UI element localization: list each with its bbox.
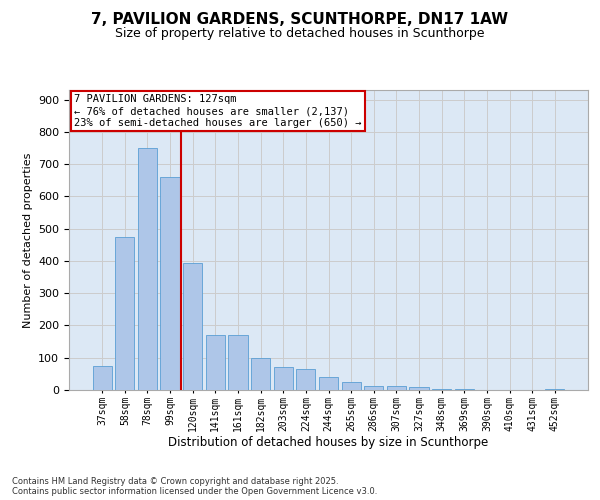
Bar — [432, 389, 451, 390]
Bar — [364, 386, 383, 390]
Bar — [319, 377, 338, 390]
Bar — [115, 237, 134, 390]
X-axis label: Distribution of detached houses by size in Scunthorpe: Distribution of detached houses by size … — [169, 436, 488, 450]
Bar — [545, 389, 565, 390]
Text: 7, PAVILION GARDENS, SCUNTHORPE, DN17 1AW: 7, PAVILION GARDENS, SCUNTHORPE, DN17 1A… — [91, 12, 509, 28]
Bar — [183, 262, 202, 390]
Bar — [341, 382, 361, 390]
Text: Size of property relative to detached houses in Scunthorpe: Size of property relative to detached ho… — [115, 28, 485, 40]
Text: 7 PAVILION GARDENS: 127sqm
← 76% of detached houses are smaller (2,137)
23% of s: 7 PAVILION GARDENS: 127sqm ← 76% of deta… — [74, 94, 362, 128]
Bar — [296, 369, 316, 390]
Bar — [274, 368, 293, 390]
Text: Contains HM Land Registry data © Crown copyright and database right 2025.
Contai: Contains HM Land Registry data © Crown c… — [12, 476, 377, 496]
Y-axis label: Number of detached properties: Number of detached properties — [23, 152, 32, 328]
Bar — [229, 335, 248, 390]
Bar — [138, 148, 157, 390]
Bar — [206, 335, 225, 390]
Bar — [387, 386, 406, 390]
Bar — [160, 177, 180, 390]
Bar — [251, 358, 270, 390]
Bar — [92, 366, 112, 390]
Bar — [409, 388, 428, 390]
